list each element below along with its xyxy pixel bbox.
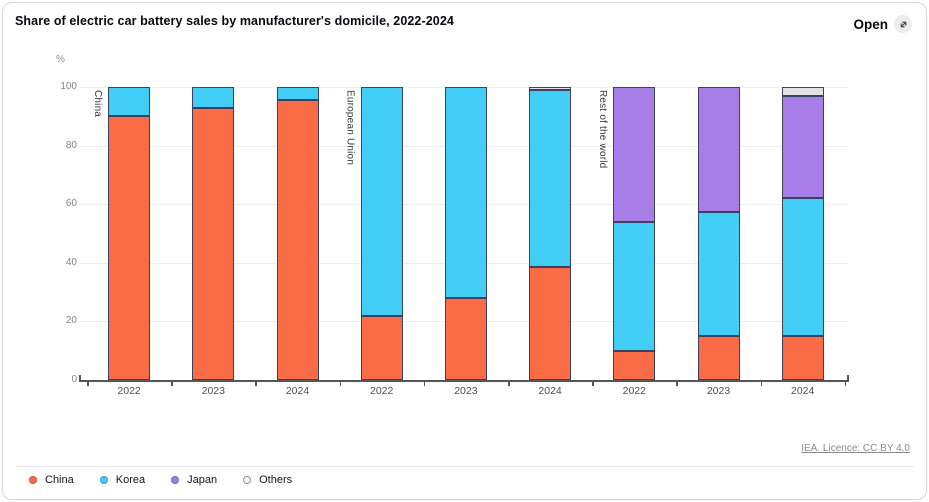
y-tick-label-40: 40	[65, 256, 77, 268]
x-tick-label: 2022	[622, 385, 646, 397]
x-axis-tick	[255, 380, 257, 386]
bar-segment-others[interactable]	[781, 87, 824, 96]
stacked-bar	[613, 87, 656, 380]
legend-item-others[interactable]: Others	[243, 474, 292, 486]
x-axis-endcap-right	[847, 375, 849, 380]
y-tick-label-60: 60	[65, 198, 77, 210]
expand-diagonal-icon	[894, 15, 912, 33]
x-tick-label: 2023	[201, 385, 225, 397]
y-tick-label-0: 0	[71, 374, 77, 385]
legend-item-china[interactable]: China	[29, 474, 74, 486]
bar-segment-korea[interactable]	[276, 87, 319, 101]
y-tick-label-80: 80	[65, 139, 77, 151]
x-tick-label: 2024	[791, 385, 815, 397]
bar-segment-korea[interactable]	[613, 221, 656, 351]
stacked-bar	[108, 87, 151, 380]
legend-label: Others	[259, 474, 293, 486]
bar-segment-china[interactable]	[697, 336, 740, 380]
bar-segment-china[interactable]	[781, 336, 824, 380]
y-axis-unit-label: %	[56, 54, 65, 65]
stacked-bar	[444, 87, 487, 380]
x-tick-label: 2022	[117, 385, 141, 397]
bar-segment-japan[interactable]	[781, 95, 824, 199]
x-axis-tick	[676, 380, 678, 386]
legend: China Korea Japan Others	[29, 474, 292, 486]
bar-segment-china[interactable]	[444, 297, 487, 380]
legend-label: China	[45, 474, 74, 486]
legend-label: Japan	[187, 474, 218, 486]
legend-label: Korea	[115, 474, 146, 486]
x-axis-endcap-left	[79, 375, 81, 380]
legend-dot-japan	[171, 476, 180, 484]
bar-segment-china[interactable]	[192, 107, 235, 380]
bar-segment-china[interactable]	[613, 350, 656, 380]
stacked-bar	[529, 87, 572, 380]
bar-segment-japan[interactable]	[697, 87, 740, 212]
x-tick-label: 2024	[538, 385, 562, 397]
x-tick-label: 2023	[706, 385, 731, 397]
group-label: European Union	[344, 90, 356, 166]
x-axis-tick	[171, 380, 173, 386]
stacked-bar	[697, 87, 740, 380]
x-axis-tick	[508, 380, 510, 386]
bar-segment-others[interactable]	[529, 87, 572, 90]
legend-dot-others	[243, 476, 252, 484]
open-button-label: Open	[853, 16, 888, 32]
footer-separator	[15, 466, 914, 467]
bar-segment-korea[interactable]	[192, 87, 235, 108]
x-axis-tick	[339, 380, 342, 386]
x-axis-tick	[844, 380, 847, 386]
group-label: China	[92, 90, 103, 118]
bar-segment-korea[interactable]	[444, 87, 487, 298]
y-tick-label-20: 20	[65, 315, 77, 327]
bar-segment-china[interactable]	[276, 100, 319, 380]
group-label: Rest of the world	[597, 90, 609, 169]
x-tick-label: 2022	[370, 385, 394, 397]
x-axis-tick	[592, 380, 594, 386]
bar-segment-china[interactable]	[108, 116, 151, 380]
bar-segment-korea[interactable]	[108, 87, 151, 117]
x-axis-tick	[423, 380, 426, 386]
stacked-bar	[192, 87, 235, 380]
x-tick-label: 2024	[285, 385, 310, 397]
x-tick-label: 2023	[454, 385, 478, 397]
legend-item-japan[interactable]: Japan	[171, 474, 217, 486]
legend-item-korea[interactable]: Korea	[99, 474, 146, 486]
bar-segment-korea[interactable]	[360, 87, 403, 316]
legend-dot-china	[29, 476, 37, 484]
page-title: Share of electric car battery sales by m…	[15, 14, 454, 28]
bar-segment-china[interactable]	[360, 315, 403, 380]
stacked-bar	[360, 87, 403, 380]
x-axis-tick	[760, 380, 763, 386]
bar-segment-china[interactable]	[529, 267, 572, 380]
x-axis-tick	[87, 380, 89, 386]
bar-segment-japan[interactable]	[613, 87, 656, 222]
stacked-bar	[781, 87, 824, 380]
license-link[interactable]: IEA. Licence: CC BY 4.0	[801, 443, 910, 454]
stacked-bar	[276, 87, 319, 380]
open-button[interactable]: Open	[849, 11, 916, 37]
plot-area: China European Union Rest of the world	[79, 87, 849, 386]
bar-segment-korea[interactable]	[781, 198, 824, 337]
bar-segment-korea[interactable]	[529, 89, 572, 268]
y-tick-label-100: 100	[60, 81, 77, 92]
bar-segment-korea[interactable]	[697, 211, 740, 337]
legend-dot-korea	[99, 476, 108, 484]
